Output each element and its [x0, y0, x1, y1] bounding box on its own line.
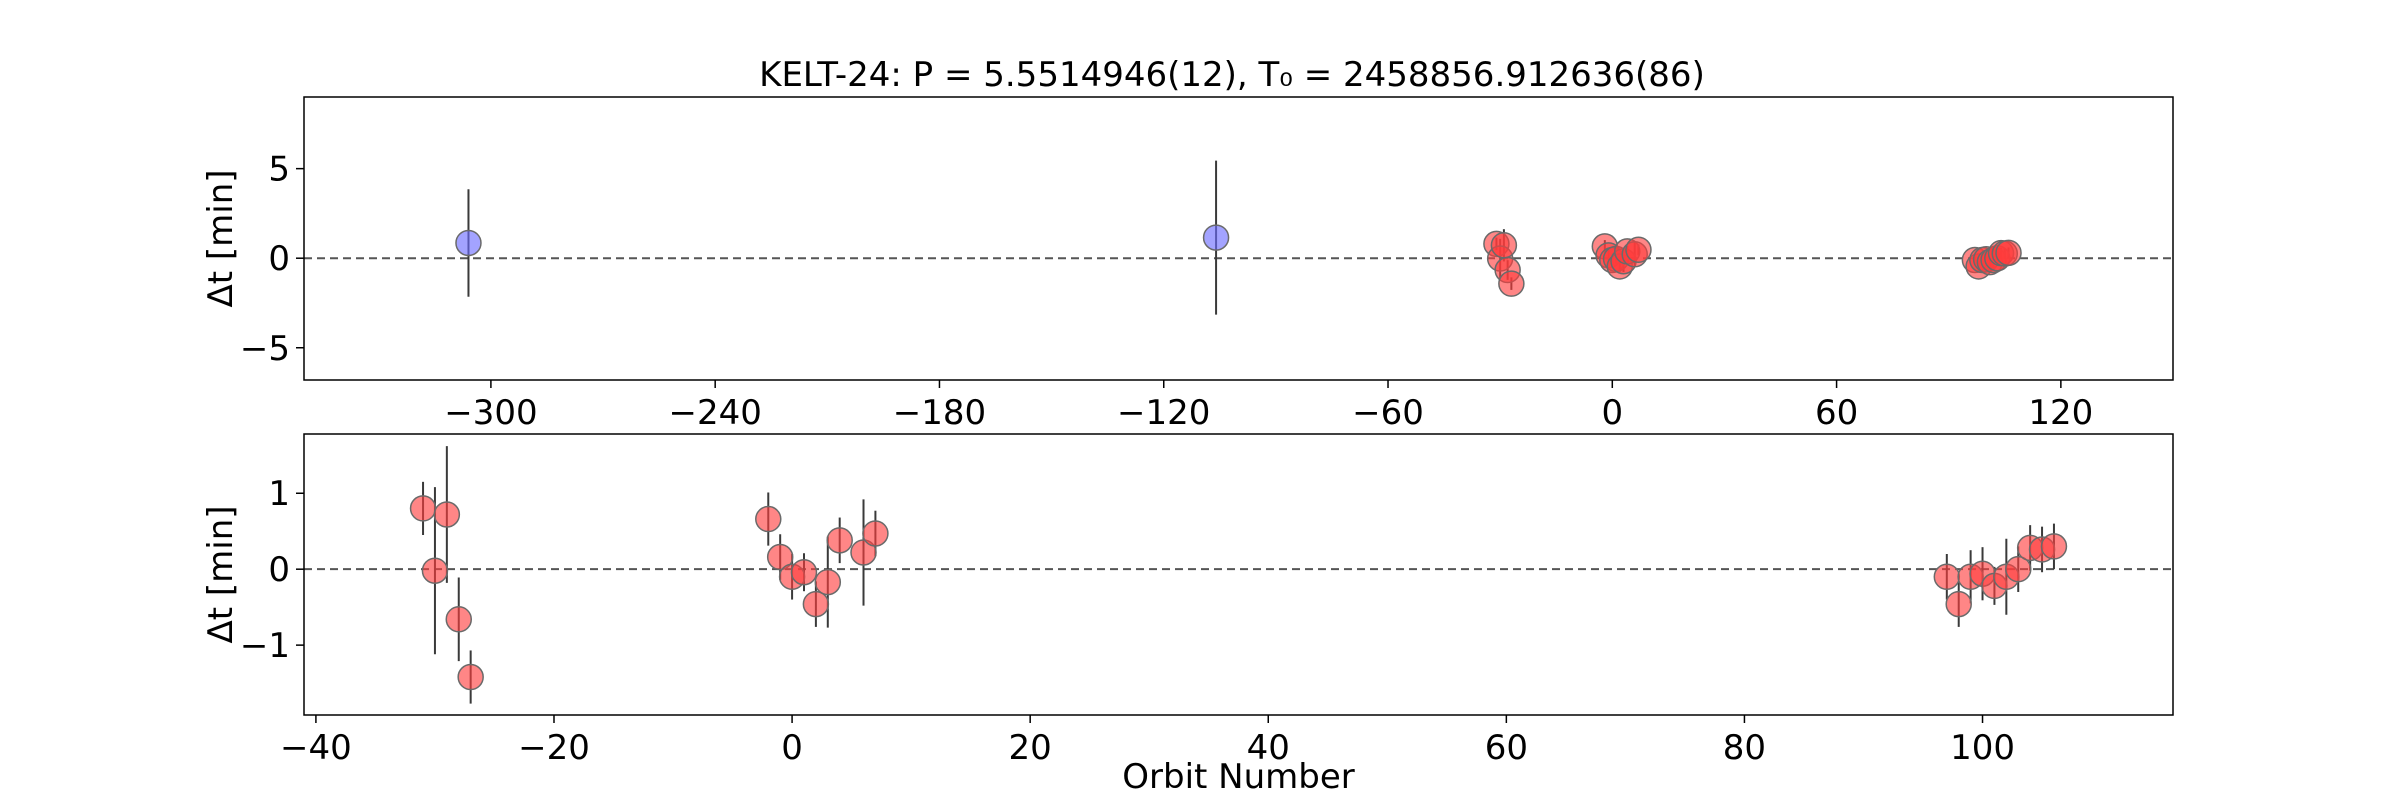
y-tick-label: 5: [268, 150, 290, 190]
data-point: [826, 527, 853, 554]
x-tick-label: −60: [1352, 393, 1424, 433]
data-point: [1995, 239, 2022, 267]
x-tick-label: −20: [518, 728, 590, 768]
x-tick-label: −40: [280, 728, 352, 768]
data-point: [1945, 590, 1972, 618]
x-tick-label: 120: [2028, 393, 2093, 433]
y-tick-label: 0: [268, 239, 290, 279]
x-tick-label: 60: [1485, 728, 1528, 768]
x-tick-label: −120: [1117, 393, 1210, 433]
data-point: [755, 505, 782, 533]
data-point: [790, 558, 818, 586]
data-point: [1933, 563, 1961, 591]
data-point: [421, 557, 449, 584]
x-tick-label: 80: [1723, 728, 1766, 768]
y-tick-label: 0: [268, 550, 290, 590]
y-axis-label: Δt [min]: [201, 505, 241, 643]
bottom-panel-zoomed-epochs: −40 −20 0 20 40 60 80 100 1 0 −1Δt [min] Orbit Numb…: [201, 433, 2174, 797]
data-point: [457, 663, 484, 691]
x-tick-label: −180: [893, 393, 986, 433]
y-tick-label: −1: [240, 626, 290, 666]
data-point: [1498, 270, 1525, 297]
data-point: [850, 539, 877, 566]
x-axis-label: Orbit Number: [1122, 757, 1355, 797]
y-tick-label: −5: [240, 329, 290, 369]
data-points-group: [409, 446, 2068, 704]
data-point: [862, 520, 889, 547]
y-tick-label: 1: [268, 474, 290, 514]
data-point: [445, 606, 473, 633]
axes-frame: [303, 433, 2174, 716]
x-tick-label: −240: [668, 393, 761, 433]
data-point: [455, 229, 482, 257]
data-point: [433, 501, 461, 528]
data-point: [1202, 224, 1230, 251]
axes-frame: [303, 96, 2174, 381]
data-point: [802, 590, 830, 618]
data-point: [409, 495, 437, 522]
x-tick-label: 100: [1950, 728, 2015, 768]
data-point: [766, 543, 794, 571]
x-tick-label: 0: [781, 728, 803, 768]
data-point: [1625, 236, 1652, 264]
data-point: [814, 568, 842, 596]
data-point: [1490, 232, 1518, 259]
data-point: [2004, 555, 2032, 583]
data-point: [2040, 533, 2068, 560]
data-points-group: [455, 160, 2022, 315]
x-tick-label: −300: [444, 393, 537, 433]
x-tick-label: 20: [1009, 728, 1052, 768]
top-panel-all-epochs: −300 −240 −180 −120 −60 0 60 120 5 0 −5 Δt [min]: [201, 96, 2174, 433]
y-axis-label: Δt [min]: [201, 169, 241, 307]
x-tick-label: 60: [1815, 393, 1858, 433]
x-tick-label: 40: [1247, 728, 1290, 768]
x-tick-label: 0: [1601, 393, 1623, 433]
figure-title: KELT-24: P = 5.5514946(12), T₀ = 2458856…: [759, 55, 1705, 95]
